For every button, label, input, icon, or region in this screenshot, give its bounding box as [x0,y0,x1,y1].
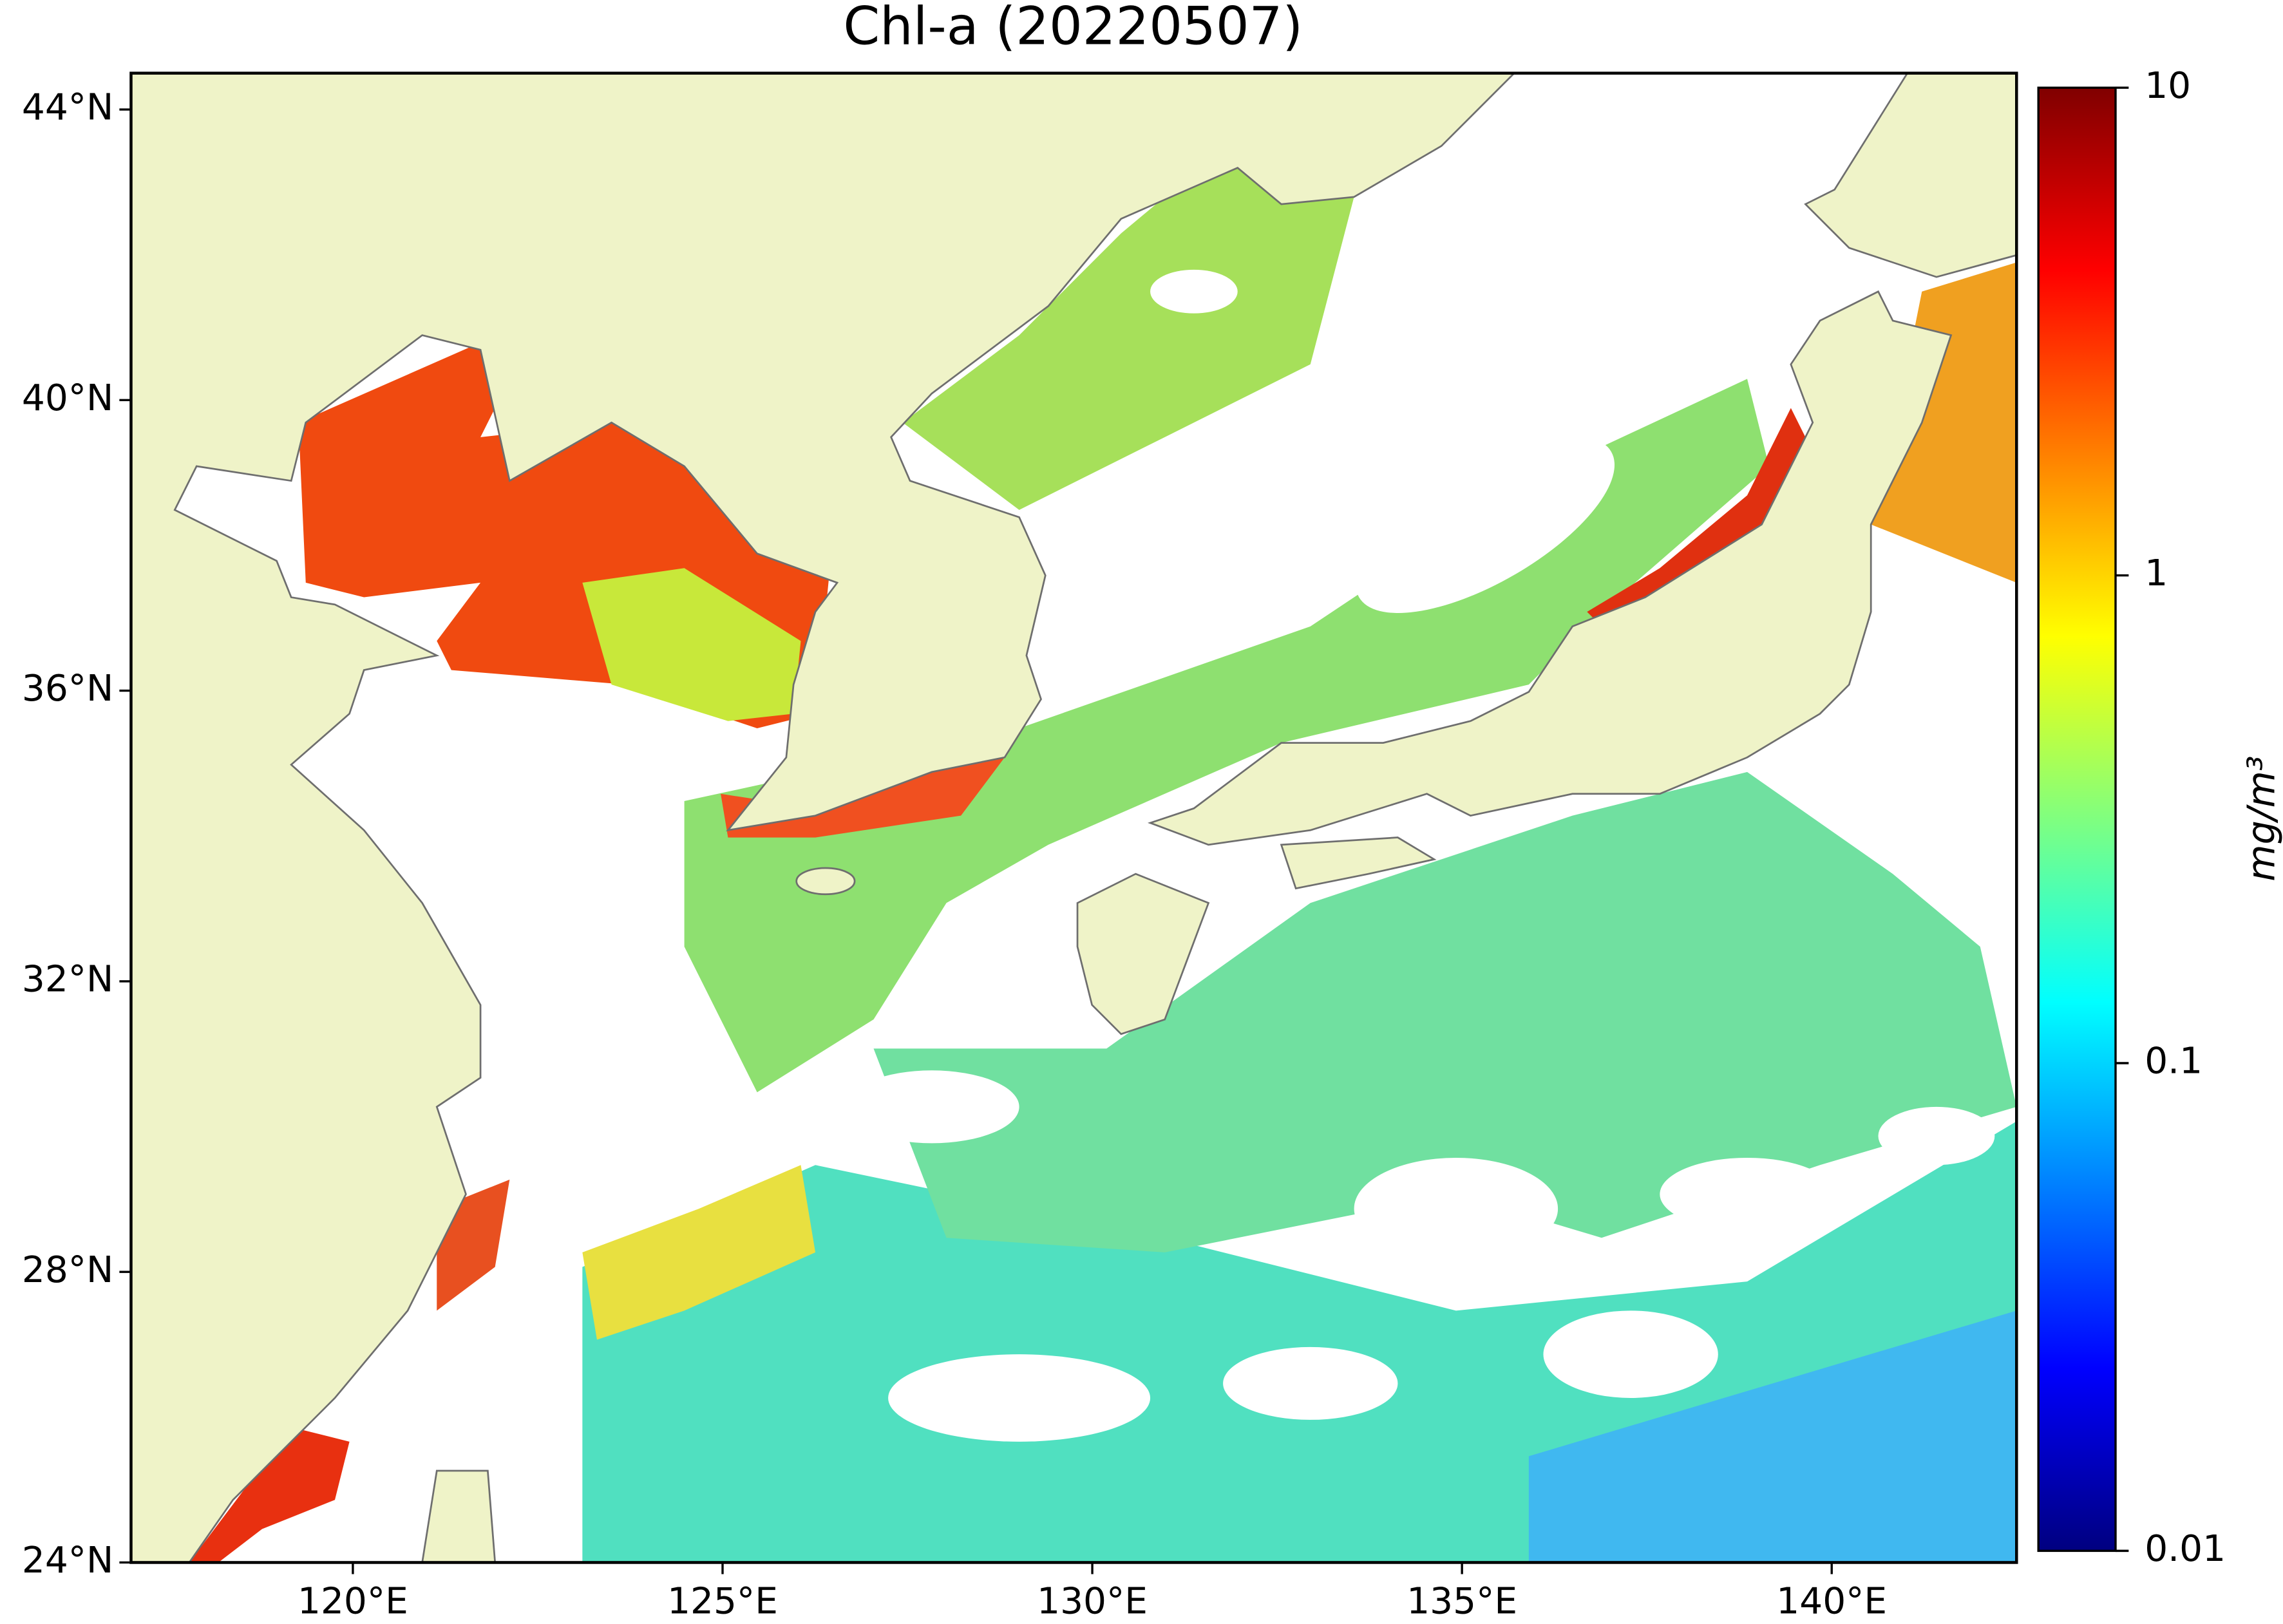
cloud-gap [844,269,1995,1442]
colorbar-label: mg/m³ [2239,756,2283,882]
land-mainland [131,73,1516,1563]
map-title: Chl-a (20220507) [843,0,1303,57]
colorbar-tick-label: 0.01 [2145,1528,2226,1570]
land-kyushu [1076,873,1210,1035]
colorbar-tick-label: 0.1 [2145,1041,2202,1082]
land-honshu [1148,290,1953,846]
map-frame [129,71,2018,1564]
y-tick-label: 44°N [22,87,113,129]
colorbar-tick-label: 10 [2145,65,2191,107]
land-jeju [795,867,856,896]
land-hokkaido [1804,73,2017,278]
y-tick-label: 32°N [22,959,113,1001]
x-tick-label: 130°E [1037,1580,1148,1622]
land-shikoku [1280,836,1437,890]
map-area [131,73,2017,1563]
y-tick-label: 28°N [22,1249,113,1291]
x-tick-label: 135°E [1407,1580,1517,1622]
y-tick-label: 36°N [22,668,113,710]
x-tick-label: 125°E [667,1580,778,1622]
x-tick-label: 120°E [298,1580,408,1622]
land-taiwan [421,1469,497,1563]
colorbar [2037,86,2117,1553]
colorbar-tick-label: 1 [2145,552,2168,594]
y-tick-label: 24°N [22,1540,113,1582]
y-tick-label: 40°N [22,377,113,419]
x-tick-label: 140°E [1776,1580,1887,1622]
